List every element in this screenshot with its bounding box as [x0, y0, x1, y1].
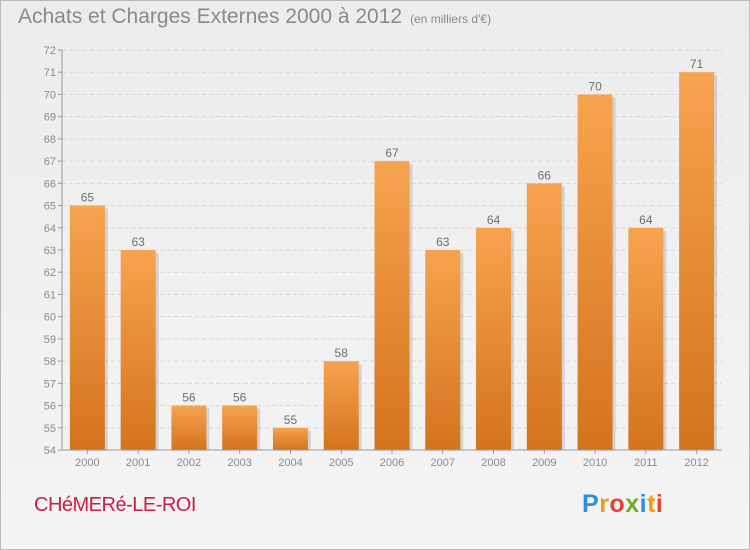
logo-letter: t: [647, 490, 656, 518]
y-tick-label: 65: [44, 201, 56, 213]
y-tick-label: 69: [44, 112, 56, 124]
bar: [272, 427, 308, 450]
y-tick-label: 61: [44, 289, 56, 301]
bar: [476, 227, 512, 450]
y-tick-label: 71: [44, 67, 56, 79]
y-tick-label: 67: [44, 156, 56, 168]
x-tick-label: 2012: [684, 457, 708, 469]
data-label: 70: [588, 79, 602, 93]
x-tick-label: 2008: [481, 457, 505, 469]
x-tick-label: 2003: [227, 457, 251, 469]
data-label: 64: [639, 213, 653, 227]
logo-letter: P: [582, 490, 600, 518]
y-tick-label: 66: [44, 178, 56, 190]
bars: [69, 72, 718, 451]
data-label: 71: [690, 57, 704, 71]
x-tick-label: 2010: [583, 457, 607, 469]
bar: [171, 405, 207, 450]
proxiti-logo: Proxiti: [582, 490, 663, 519]
data-labels: 65 63 56 56 55 58 67 63 64 66 70 64 71: [81, 57, 704, 427]
bar: [526, 183, 562, 451]
bar: [374, 161, 410, 450]
y-tick-label: 56: [44, 401, 56, 413]
y-tick-label: 62: [44, 267, 56, 279]
data-label: 66: [538, 168, 552, 182]
data-label: 63: [131, 235, 145, 249]
y-tick-label: 64: [44, 223, 56, 235]
x-tick-label: 2011: [634, 457, 658, 469]
data-label: 63: [436, 235, 450, 249]
x-tick-label: 2009: [532, 457, 556, 469]
data-label: 56: [182, 391, 196, 405]
data-label: 64: [487, 213, 501, 227]
y-tick-label: 55: [44, 423, 56, 435]
logo-letter: o: [609, 490, 626, 518]
logo-letter: r: [599, 490, 610, 518]
y-tick-label: 72: [44, 45, 56, 57]
logo-letter: i: [655, 490, 664, 518]
x-tick-label: 2002: [177, 457, 201, 469]
bar: [222, 405, 258, 450]
bar: [69, 205, 105, 450]
data-label: 65: [81, 191, 95, 205]
x-tick-label: 2001: [126, 457, 150, 469]
bar: [425, 250, 461, 450]
y-tick-label: 63: [44, 245, 56, 257]
bar: [577, 94, 613, 450]
logo-letter: x: [625, 490, 640, 518]
logo-letter: i: [639, 490, 648, 518]
y-tick-label: 68: [44, 134, 56, 146]
place-name: CHéMERé-LE-ROI: [34, 494, 196, 516]
bar: [679, 72, 715, 450]
title-text: Achats et Charges Externes 2000 à 2012: [18, 5, 403, 28]
data-label: 67: [385, 146, 399, 160]
x-tick-label: 2006: [380, 457, 404, 469]
bar: [323, 361, 359, 450]
data-label: 58: [335, 346, 349, 360]
y-tick-label: 58: [44, 356, 56, 368]
y-tick-label: 60: [44, 312, 56, 324]
y-tick-label: 59: [44, 334, 56, 346]
x-tick-label: 2004: [278, 457, 302, 469]
x-axis-ticks: 2000 2001 2002 2003 2004 2005 2006 2007 2008 2009…: [75, 450, 709, 469]
data-label: 55: [284, 413, 298, 427]
x-tick-label: 2000: [75, 457, 99, 469]
data-label: 56: [233, 391, 247, 405]
y-axis-ticks: 54 55 56 57 58 59 60 61 62 63 64 65 66 67 68 69 70 71 72: [44, 45, 62, 457]
x-tick-label: 2007: [431, 457, 455, 469]
y-tick-label: 70: [44, 89, 56, 101]
y-tick-label: 57: [44, 378, 56, 390]
chart-title: Achats et Charges Externes 2000 à 2012 (e…: [18, 5, 491, 29]
y-tick-label: 54: [44, 445, 56, 457]
bar: [120, 250, 156, 450]
bar: [628, 227, 664, 450]
x-tick-label: 2005: [329, 457, 353, 469]
title-unit: (en milliers d'€): [410, 12, 492, 26]
